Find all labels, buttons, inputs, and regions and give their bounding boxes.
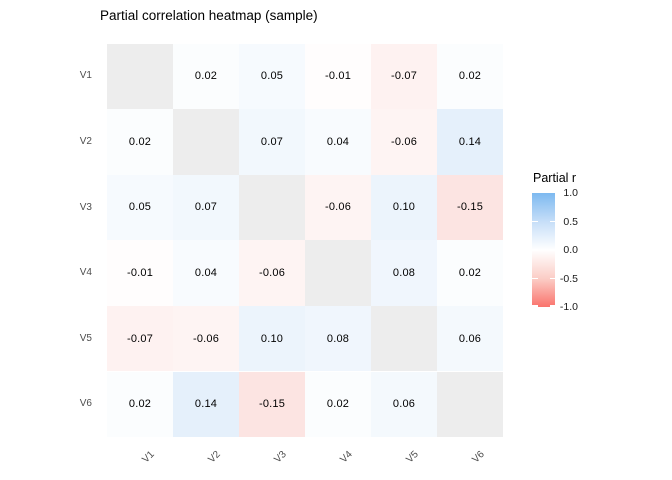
legend-tick-mark [532,249,538,251]
y-axis-label: V5 [79,332,92,344]
heatmap-cell: -0.15 [239,371,305,438]
heatmap-cell: 0.14 [437,109,503,175]
cell-value: 0.04 [194,267,218,280]
heatmap-cell: 0.07 [239,109,305,175]
legend-tick-label: -0.5 [559,272,578,285]
heatmap-cell: -0.07 [371,43,437,110]
heatmap-cell: 0.06 [437,305,503,372]
cell-value: 0.07 [194,201,218,214]
cell-value: 0.06 [392,398,416,411]
heatmap-cell: 0.10 [239,305,305,372]
cell-value: 0.07 [260,135,284,148]
legend-tick-mark [532,305,538,307]
heatmap-cell: 0.02 [437,240,503,306]
legend-tick-label: 0.5 [563,215,578,228]
cell-value: -0.07 [126,332,154,345]
heatmap-cell: -0.01 [107,240,173,306]
cell-value: -0.07 [390,70,418,83]
heatmap-cell: 0.04 [173,240,239,306]
cell-value: 0.08 [326,332,350,345]
heatmap-cell: -0.06 [305,174,371,241]
cell-value: 0.05 [128,201,152,214]
cell-value: 0.10 [260,332,284,345]
heatmap-cell: 0.06 [371,371,437,438]
legend-tick-label: -1.0 [559,301,578,313]
heatmap-cell: -0.15 [437,174,503,241]
heatmap-cell [173,109,239,175]
legend-tick-label: 0.0 [563,244,578,256]
y-axis-label: V2 [79,135,92,147]
heatmap-cell [371,305,437,372]
legend-tick-mark [549,305,555,307]
heatmap-cell: 0.02 [107,371,173,438]
legend-tick-mark [549,220,555,223]
cell-value: 0.05 [260,70,284,83]
heatmap-cell: 0.02 [305,371,371,438]
y-axis-label: V6 [79,398,92,410]
legend-tick-mark [549,249,555,251]
cell-value: -0.15 [456,201,484,214]
y-axis-label: V3 [79,201,92,213]
x-axis-label: V3 [272,449,289,466]
y-axis-label: V1 [79,70,92,82]
cell-value: 0.08 [392,267,416,280]
heatmap-cell: 0.04 [305,109,371,175]
legend-tick-mark [532,277,538,280]
x-axis-label: V2 [206,449,223,466]
cell-value: 0.14 [194,398,218,411]
heatmap-cell: 0.02 [173,43,239,110]
y-axis-label: V4 [79,267,92,279]
heatmap-cell [107,43,173,110]
heatmap-cell: 0.02 [107,109,173,175]
cell-value: -0.01 [324,70,352,83]
cell-value: -0.06 [390,135,418,148]
x-axis-label: V5 [404,449,421,466]
cell-value: 0.06 [458,332,482,345]
cell-value: -0.01 [126,267,154,280]
cell-value: 0.02 [458,70,482,83]
cell-value: 0.02 [128,135,152,148]
heatmap-cell: -0.06 [239,240,305,306]
cell-value: 0.10 [392,201,416,214]
heatmap-cell: 0.02 [437,43,503,110]
legend-tick-mark [549,277,555,280]
legend-tick-mark [532,220,538,223]
heatmap-cell: -0.06 [371,109,437,175]
heatmap-cell: -0.07 [107,305,173,372]
cell-value: 0.04 [326,135,350,148]
heatmap-cell: 0.08 [371,240,437,306]
cell-value: -0.06 [324,201,352,214]
heatmap-cell: 0.07 [173,174,239,241]
x-axis-label: V1 [140,449,157,466]
cell-value: 0.02 [458,267,482,280]
cell-value: 0.14 [458,135,482,148]
chart-title: Partial correlation heatmap (sample) [100,8,318,23]
legend-tick-label: 1.0 [563,187,578,199]
heatmap-cell: -0.01 [305,43,371,110]
heatmap-cell: 0.08 [305,305,371,372]
cell-value: -0.06 [258,267,286,280]
legend-colorbar [532,193,555,307]
x-axis-label: V4 [338,449,355,466]
cell-value: 0.02 [194,70,218,83]
cell-value: -0.15 [258,398,286,411]
heatmap-cell [437,371,503,438]
cell-value: 0.02 [326,398,350,411]
heatmap-cell [239,174,305,241]
heatmap-cell: 0.10 [371,174,437,241]
cell-value: -0.06 [192,332,220,345]
cell-value: 0.02 [128,398,152,411]
heatmap-cell: 0.05 [107,174,173,241]
legend-title: Partial r [533,171,577,185]
x-axis-label: V6 [470,449,487,466]
heatmap-cell: 0.05 [239,43,305,110]
heatmap-cell: 0.14 [173,371,239,438]
heatmap-grid: 0.02 0.05 -0.01 -0.07 0.02 0.02 0.07 0.04 -0.06 0… [107,43,503,438]
heatmap-cell: -0.06 [173,305,239,372]
heatmap-cell [305,240,371,306]
